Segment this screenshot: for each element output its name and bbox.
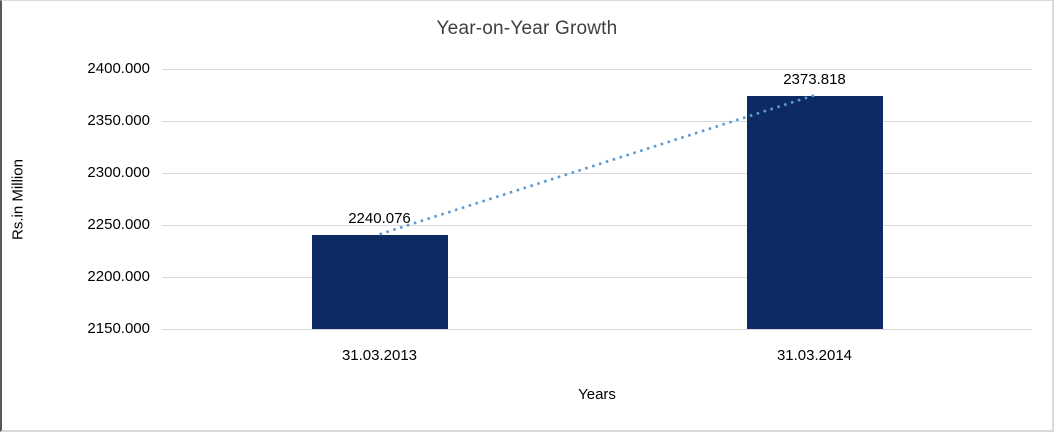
bar-31.03.2013[interactable] <box>311 235 448 329</box>
bar-data-label: 2373.818 <box>783 71 846 89</box>
bar-data-label: 2240.076 <box>348 210 411 228</box>
y-tick-label: 2350.000 <box>87 112 150 129</box>
x-axis-title: Years <box>578 386 616 403</box>
y-tick-label: 2150.000 <box>87 320 150 337</box>
x-category-label: 31.03.2014 <box>776 347 853 364</box>
gridline <box>162 224 1032 226</box>
x-category-label: 31.03.2013 <box>341 347 418 364</box>
bar-31.03.2014[interactable] <box>746 96 883 329</box>
y-tick-label: 2400.000 <box>87 60 150 77</box>
y-axis-title: Rs.in Million <box>9 159 27 240</box>
gridline <box>162 328 1032 330</box>
chart-title: Year-on-Year Growth <box>436 18 618 39</box>
y-tick-label: 2200.000 <box>87 268 150 285</box>
gridline <box>162 172 1032 174</box>
y-tick-label: 2300.000 <box>87 164 150 181</box>
gridline <box>162 120 1032 122</box>
gridline <box>162 68 1032 70</box>
y-tick-label: 2250.000 <box>87 216 150 233</box>
gridline <box>162 276 1032 278</box>
